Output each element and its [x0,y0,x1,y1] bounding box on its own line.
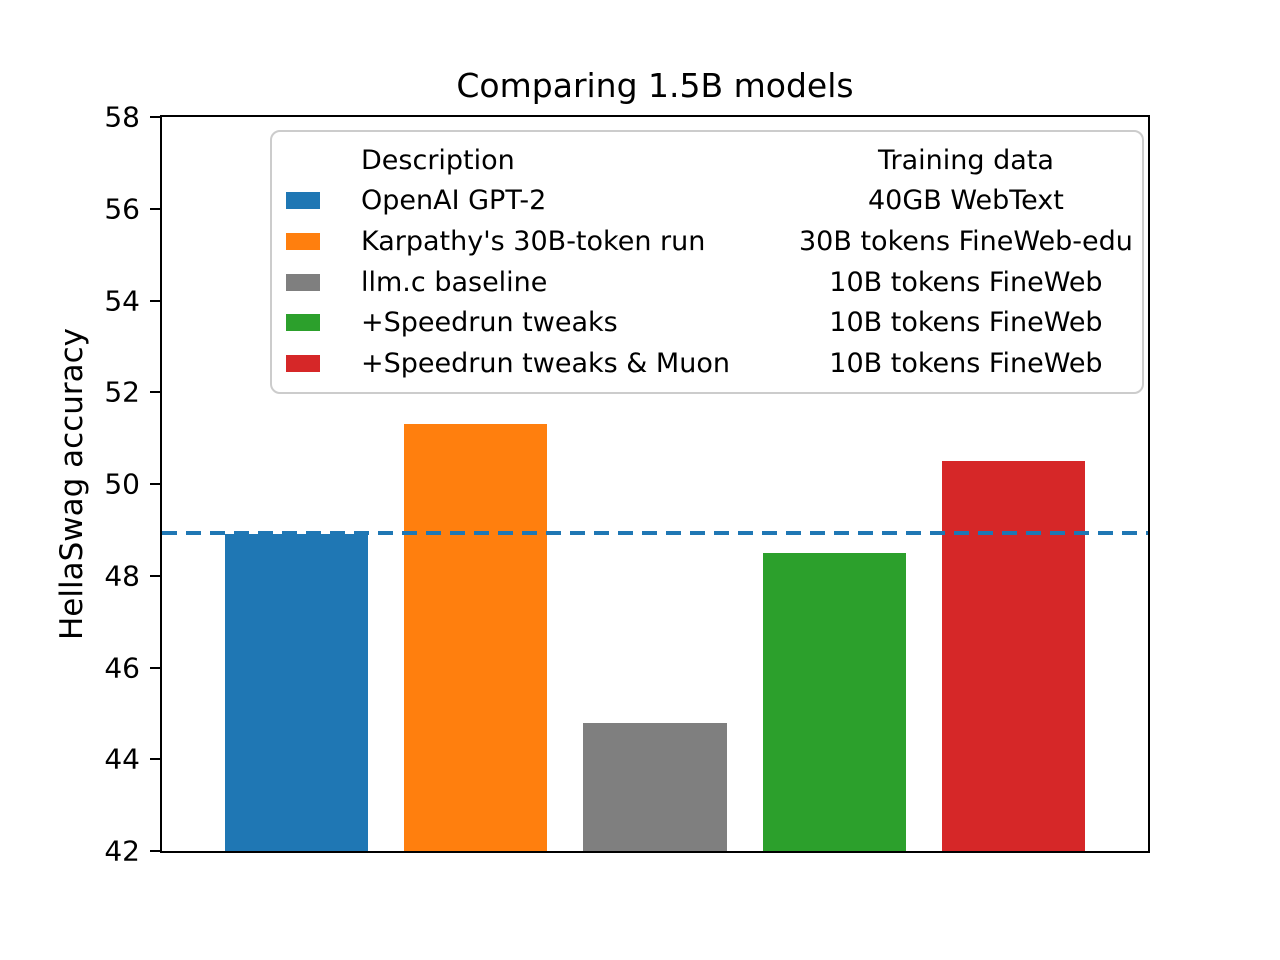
y-axis-label: HellaSwag accuracy [54,327,90,641]
legend-training-data: 10B tokens FineWeb [829,307,1103,339]
legend-color-swatch [286,233,320,251]
y-tick-label: 50 [104,467,140,501]
y-tick-mark [150,574,160,577]
legend-description: llm.c baseline [361,266,548,298]
y-tick-mark [150,207,160,210]
bar-karpathy-s-30b-token-run [404,424,548,851]
y-tick-mark [150,483,160,485]
y-tick-mark [150,666,160,669]
legend-description: +Speedrun tweaks & Muon [361,348,730,380]
bar-llm-c-baseline [583,722,727,851]
chart-title: Comparing 1.5B models [456,66,854,105]
y-tick-mark [150,758,160,761]
legend-training-data: 10B tokens FineWeb [829,348,1103,380]
y-tick-label: 46 [104,651,140,684]
bar-openai-gpt-2 [224,534,369,851]
legend-training-data: 30B tokens FineWeb-edu [799,226,1133,258]
y-tick-label: 58 [104,100,140,134]
legend-color-swatch [286,355,320,373]
y-tick-label: 42 [104,834,140,868]
y-tick-label: 52 [104,375,140,409]
y-tick-label: 54 [104,284,140,317]
legend-description: +Speedrun tweaks [361,307,618,339]
legend-color-swatch [286,314,320,332]
legend-header-description: Description [361,144,515,176]
legend-header-training-data: Training data [877,144,1054,176]
legend-description: Karpathy's 30B-token run [361,226,706,258]
y-tick-label: 56 [104,192,140,226]
y-tick-label: 48 [104,559,140,593]
bar-speedrun-tweaks [762,552,906,851]
y-tick-mark [150,391,160,394]
bar-speedrun-tweaks-muon [941,461,1086,851]
legend-description: OpenAI GPT-2 [361,185,547,217]
plot-area: Description Training data OpenAI GPT-2 40… [104,101,1150,868]
y-tick-mark [150,116,160,118]
legend-color-swatch [286,273,320,291]
legend-training-data: 10B tokens FineWeb [829,266,1103,298]
y-tick-mark [150,299,160,302]
legend: Description Training data OpenAI GPT-2 40… [270,130,1144,394]
y-tick-mark [150,850,160,852]
legend-color-swatch [286,192,320,210]
legend-training-data: 40GB WebText [868,185,1064,217]
y-tick-label: 44 [104,742,140,776]
reference-line [162,531,1148,536]
